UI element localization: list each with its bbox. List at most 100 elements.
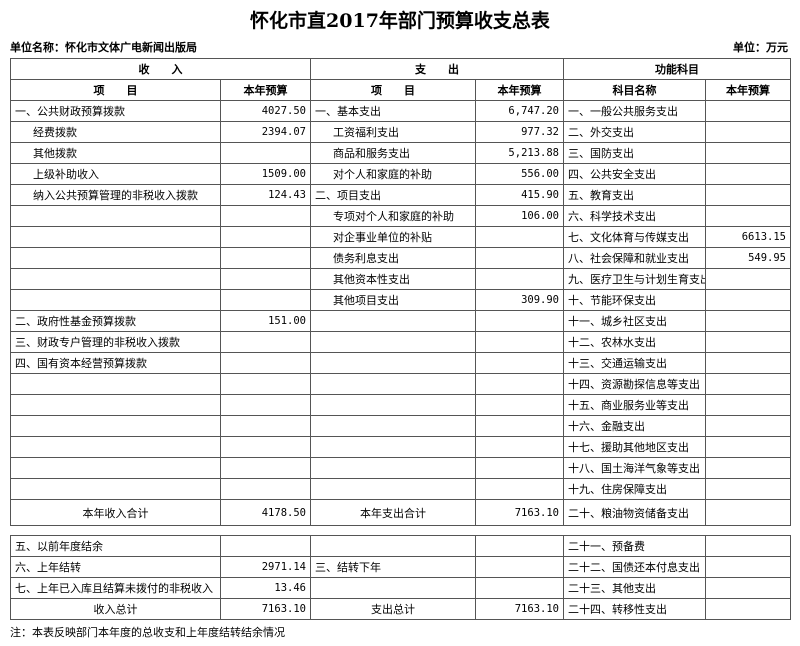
- table-cell: [310, 525, 476, 536]
- table-cell: [10, 394, 221, 416]
- table-cell: 二十一、预备费: [563, 535, 706, 557]
- table-cell: [10, 436, 221, 458]
- table-cell: [475, 226, 564, 248]
- table-row: 对企事业单位的补贴 七、文化体育与传媒支出 6613.15: [10, 226, 791, 248]
- table-cell: 二、项目支出: [310, 184, 476, 206]
- table-cell: [220, 289, 311, 311]
- table-cell: 支 出: [310, 58, 564, 80]
- table-cell: [475, 415, 564, 437]
- table-cell: 7163.10: [220, 598, 311, 620]
- table-cell: 977.32: [475, 121, 564, 143]
- table-row: 其他项目支出 309.90 十、节能环保支出: [10, 289, 791, 311]
- table-cell: 十、节能环保支出: [563, 289, 706, 311]
- table-cell: [705, 478, 791, 500]
- table-cell: 商品和服务支出: [310, 142, 476, 164]
- table-cell: 九、医疗卫生与计划生育支出: [563, 268, 706, 290]
- table-cell: 三、结转下年: [310, 556, 476, 578]
- table-cell: [475, 352, 564, 374]
- table-row: 上级补助收入 1509.00 对个人和家庭的补助 556.00 四、公共安全支出: [10, 163, 791, 185]
- table-row: 七、上年已入库且结算未拨付的非税收入 13.46 二十三、其他支出: [10, 577, 791, 599]
- table-cell: [310, 478, 476, 500]
- table-cell: 四、公共安全支出: [563, 163, 706, 185]
- table-cell: 四、国有资本经营预算拨款: [10, 352, 221, 374]
- table-cell: [310, 535, 476, 557]
- table-cell: 556.00: [475, 163, 564, 185]
- table-cell: 二、外交支出: [563, 121, 706, 143]
- table-row: [10, 525, 791, 536]
- table-cell: 本年支出合计: [310, 499, 476, 526]
- table-cell: 支出总计: [310, 598, 476, 620]
- table-cell: 专项对个人和家庭的补助: [310, 205, 476, 227]
- table-cell: 五、以前年度结余: [10, 535, 221, 557]
- table-cell: [475, 457, 564, 479]
- table-cell: 309.90: [475, 289, 564, 311]
- table-cell: [310, 331, 476, 353]
- table-cell: [10, 226, 221, 248]
- table-cell: [475, 556, 564, 578]
- table-cell: [310, 436, 476, 458]
- table-cell: [705, 142, 791, 164]
- table-cell: 收 入: [10, 58, 311, 80]
- table-cell: 十二、农林水支出: [563, 331, 706, 353]
- table-cell: 七、文化体育与传媒支出: [563, 226, 706, 248]
- table-cell: [310, 577, 476, 599]
- table-cell: 十四、资源勘探信息等支出: [563, 373, 706, 395]
- table-cell: 13.46: [220, 577, 311, 599]
- table-cell: [705, 436, 791, 458]
- table-row: 债务利息支出 八、社会保障和就业支出 549.95: [10, 247, 791, 269]
- table-row: 收入总计 7163.10 支出总计 7163.10 二十四、转移性支出: [10, 598, 791, 620]
- table-cell: 债务利息支出: [310, 247, 476, 269]
- table-cell: 本年收入合计: [10, 499, 221, 526]
- table-cell: [220, 478, 311, 500]
- table-cell: 一、基本支出: [310, 100, 476, 122]
- table-cell: [705, 121, 791, 143]
- table-cell: 7163.10: [475, 598, 564, 620]
- table-cell: [475, 247, 564, 269]
- table-row: 本年收入合计 4178.50 本年支出合计 7163.10 二十、粮油物资储备支出: [10, 499, 791, 526]
- table-cell: 2971.14: [220, 556, 311, 578]
- table-row: 三、财政专户管理的非税收入拨款 十二、农林水支出: [10, 331, 791, 353]
- table-cell: 一、一般公共服务支出: [563, 100, 706, 122]
- table-row: 其他拨款 商品和服务支出 5,213.88 三、国防支出: [10, 142, 791, 164]
- table-cell: 十三、交通运输支出: [563, 352, 706, 374]
- table-cell: 二十四、转移性支出: [563, 598, 706, 620]
- table-row: 十七、援助其他地区支出: [10, 436, 791, 458]
- table-cell: [220, 525, 311, 536]
- table-cell: 6613.15: [705, 226, 791, 248]
- table-row: 纳入公共预算管理的非税收入拨款 124.43 二、项目支出 415.90 五、教育支出: [10, 184, 791, 206]
- table-cell: [475, 394, 564, 416]
- table-cell: [220, 535, 311, 557]
- table-cell: 功能科目: [563, 58, 791, 80]
- title: 怀化市直2017年部门预算收支总表: [250, 10, 550, 32]
- table-cell: 六、科学技术支出: [563, 205, 706, 227]
- table-cell: [705, 184, 791, 206]
- table-cell: [310, 310, 476, 332]
- table-cell: 二十三、其他支出: [563, 577, 706, 599]
- table-cell: [475, 310, 564, 332]
- table-cell: 十八、国土海洋气象等支出: [563, 457, 706, 479]
- table-cell: 三、财政专户管理的非税收入拨款: [10, 331, 221, 353]
- table-cell: 上级补助收入: [10, 163, 221, 185]
- table-cell: 十九、住房保障支出: [563, 478, 706, 500]
- table-row: 经费拨款 2394.07 工资福利支出 977.32 二、外交支出: [10, 121, 791, 143]
- table-cell: 其他拨款: [10, 142, 221, 164]
- table-cell: [705, 268, 791, 290]
- table-cell: [10, 525, 221, 536]
- table-cell: 十七、援助其他地区支出: [563, 436, 706, 458]
- table-cell: [705, 535, 791, 557]
- table-cell: 1509.00: [220, 163, 311, 185]
- table-cell: 项 目: [10, 79, 221, 101]
- table-row: 五、以前年度结余 二十一、预备费: [10, 535, 791, 557]
- table-cell: 一、公共财政预算拨款: [10, 100, 221, 122]
- table-cell: [705, 205, 791, 227]
- table-cell: [705, 352, 791, 374]
- table-cell: [220, 436, 311, 458]
- table-cell: [705, 499, 791, 526]
- table-cell: 八、社会保障和就业支出: [563, 247, 706, 269]
- table-cell: [705, 525, 791, 536]
- table-cell: [705, 415, 791, 437]
- table-cell: 工资福利支出: [310, 121, 476, 143]
- budget-table: 收 入支 出功能科目项 目本年预算项 目本年预算 科目名称 本年预算 一、公共财政预算…: [10, 58, 791, 620]
- table-cell: [705, 598, 791, 620]
- table-cell: [310, 457, 476, 479]
